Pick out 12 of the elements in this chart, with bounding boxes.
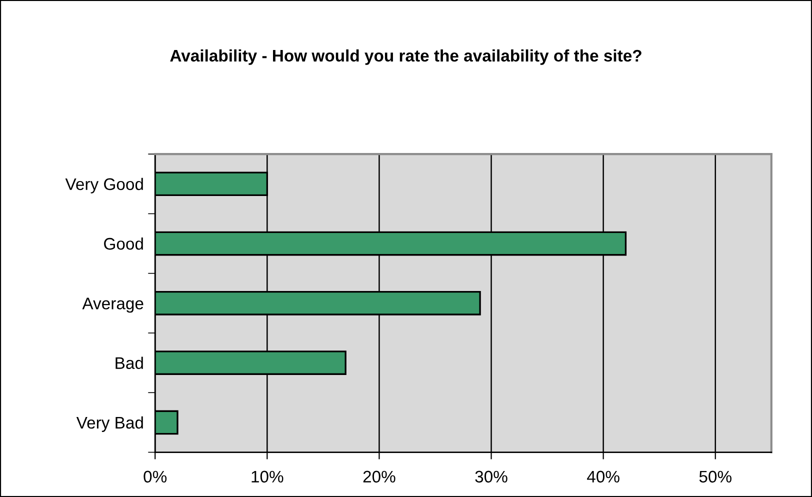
x-tick-label: 0%: [144, 470, 167, 483]
y-tick-label: Very Bad: [76, 416, 143, 432]
chart-title: Availability - How would you rate the availability of the site?: [170, 49, 642, 65]
x-tick-label: 20%: [363, 470, 396, 483]
y-tick-label: Good: [104, 237, 143, 250]
x-tick-label: 10%: [252, 470, 284, 483]
x-tick-label: 50%: [699, 470, 732, 483]
x-tick-label: 30%: [475, 470, 508, 483]
x-tick-label: 40%: [587, 470, 620, 483]
y-tick-label: Very Good: [65, 178, 143, 194]
y-tick-label: Average: [82, 298, 144, 313]
y-tick-label: Bad: [116, 356, 143, 370]
